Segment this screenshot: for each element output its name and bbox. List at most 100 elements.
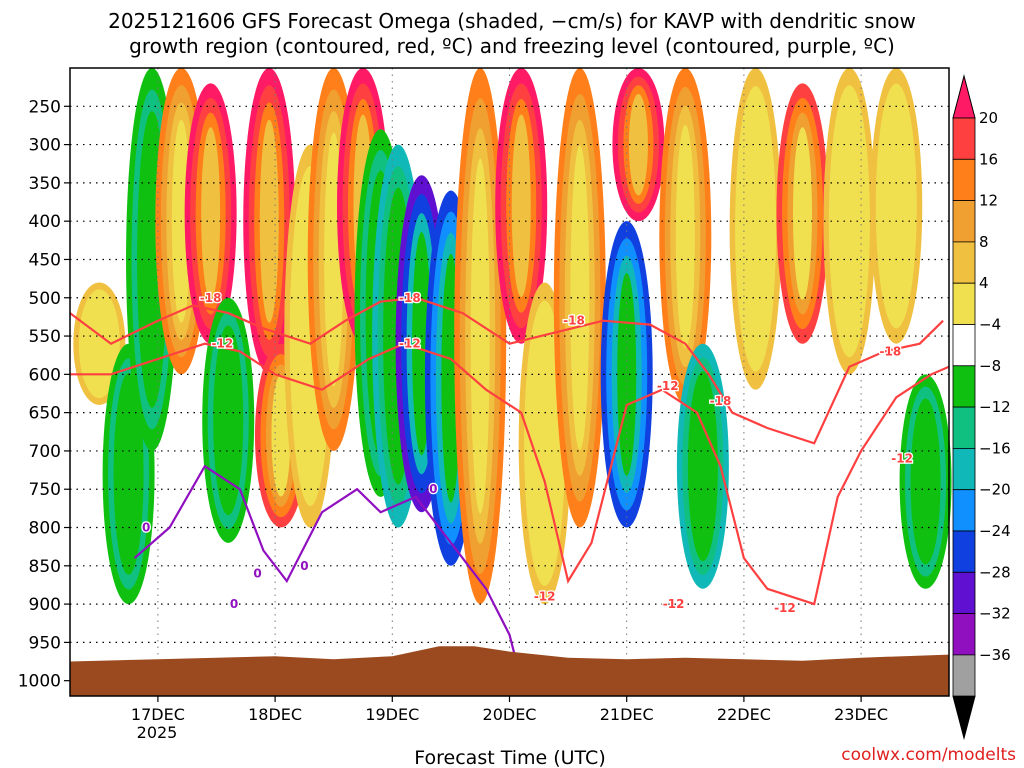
contour-0 — [133, 464, 523, 681]
contour-label: -12 — [891, 452, 913, 466]
x-tick-label: 20DEC — [483, 705, 537, 724]
y-tick-label: 800 — [29, 519, 61, 539]
colorbar-segment — [952, 365, 976, 408]
contour-layer: -18 -12 -18 -12 -18 -12 -18 -12 -12 -12 -18 -12 0 0 0 0… — [69, 290, 950, 681]
y-tick-label: 900 — [29, 595, 61, 615]
colorbar-bottom-arrow — [952, 695, 976, 741]
y-tick-label: 400 — [29, 212, 61, 232]
x-tick-label: 17DEC — [131, 705, 185, 724]
y-tick-label: 650 — [29, 404, 61, 424]
colorbar-label: −24 — [979, 522, 1011, 540]
contour--18 — [69, 296, 944, 445]
y-tick-label: 250 — [29, 97, 61, 117]
y-tick-label: 300 — [29, 136, 61, 156]
colorbar-segment — [952, 613, 976, 656]
contour-label: 0 — [253, 566, 261, 580]
omega-column — [659, 68, 712, 405]
omega-shade-band — [535, 336, 555, 550]
y-tick-label: 350 — [29, 174, 61, 194]
x-axis-year-label: 2025 — [137, 723, 178, 742]
colorbar-label: 20 — [979, 109, 998, 127]
omega-column — [612, 68, 665, 222]
colorbar-segment — [952, 530, 976, 573]
omega-shade-band — [793, 127, 812, 300]
contour-label: -18 — [563, 314, 585, 328]
y-tick-label: 500 — [29, 289, 61, 309]
omega-column — [495, 68, 548, 344]
contour-label: -18 — [710, 394, 732, 408]
colorbar-label: 8 — [979, 233, 989, 251]
omega-shade-band — [119, 387, 139, 561]
x-axis-title: Forecast Time (UTC) — [414, 747, 605, 768]
terrain-layer — [70, 646, 949, 696]
plot-area: -18 -12 -18 -12 -18 -12 -18 -12 -12 -12 -18 -12 0 0 0 0… — [69, 67, 952, 697]
omega-column — [899, 374, 952, 589]
contour-label: 0 — [300, 559, 308, 573]
omega-column — [553, 68, 606, 528]
colorbar-top-arrow — [952, 74, 976, 119]
omega-shade-band — [693, 385, 713, 548]
colorbar-label: −36 — [979, 646, 1011, 664]
x-tick-label: 18DEC — [248, 705, 302, 724]
chart-title-line1: 2025121606 GFS Forecast Omega (shaded, −… — [108, 9, 916, 33]
omega-shade-band — [218, 339, 238, 502]
omega-column — [870, 68, 923, 344]
omega-shade-band — [89, 303, 109, 385]
y-tick-label: 550 — [29, 327, 61, 347]
y-tick-label: 600 — [29, 365, 61, 385]
colorbar-segment — [952, 282, 976, 325]
omega-shade-band — [916, 410, 936, 553]
omega-column — [102, 343, 155, 605]
x-axis: 17DEC 18DEC 19DEC 20DEC 21DEC 22DEC 23DEC — [131, 696, 888, 724]
omega-shade-band — [259, 119, 279, 323]
omega-shade-band — [839, 119, 859, 323]
omega-column — [823, 68, 876, 375]
chart-title-line2: growth region (contoured, red, ºC) and f… — [129, 34, 895, 58]
omega-shade-band — [746, 122, 766, 336]
colorbar-segment — [952, 158, 976, 202]
y-tick-label: 850 — [29, 557, 61, 577]
x-tick-label: 21DEC — [600, 705, 654, 724]
omega-shade-band — [675, 124, 695, 349]
colorbar-label: 4 — [979, 274, 989, 292]
contour-label: -18 — [399, 291, 421, 305]
contour-label: -12 — [663, 597, 685, 611]
contour--12 — [70, 342, 950, 606]
contour-label: -12 — [399, 337, 421, 351]
colorbar-label: −32 — [979, 605, 1011, 623]
colorbar-segment — [952, 406, 976, 449]
contour-label: -12 — [212, 337, 234, 351]
contour-label: -18 — [880, 344, 902, 358]
colorbar-segment — [952, 447, 976, 491]
contour-label: 0 — [429, 482, 437, 496]
y-tick-label: 750 — [29, 480, 61, 500]
colorbar-segment — [952, 654, 976, 697]
y-tick-label: 700 — [29, 442, 61, 462]
omega-column — [126, 68, 179, 451]
omega-shade-band — [570, 145, 590, 450]
omega-column — [729, 68, 782, 390]
omega-column — [184, 83, 237, 344]
terrain-ground — [70, 646, 949, 696]
omega-column — [243, 68, 296, 375]
colorbar-label: −16 — [979, 439, 1011, 457]
colorbar-segment — [952, 200, 976, 243]
omega-shade-band — [271, 374, 291, 497]
omega-shade-band — [628, 93, 648, 196]
contour-label: -12 — [774, 601, 796, 615]
colorbar-label: −8 — [979, 357, 1001, 375]
contour-label: 0 — [142, 521, 150, 535]
colorbar-label: 16 — [979, 150, 998, 168]
contour-label: -18 — [200, 291, 222, 305]
omega-shade-band — [511, 114, 531, 298]
x-tick-label: 23DEC — [834, 705, 888, 724]
contour-label: -12 — [657, 379, 679, 393]
y-axis: 250 300 350 400 450 500 550 600 650 700 750 800 850 9… — [18, 97, 70, 692]
x-tick-label: 22DEC — [717, 705, 771, 724]
contour-label: -12 — [534, 589, 556, 603]
omega-column — [776, 83, 829, 344]
y-tick-label: 1000 — [18, 672, 61, 692]
colorbar-label: 12 — [979, 192, 998, 210]
omega-shade-band — [201, 127, 221, 300]
